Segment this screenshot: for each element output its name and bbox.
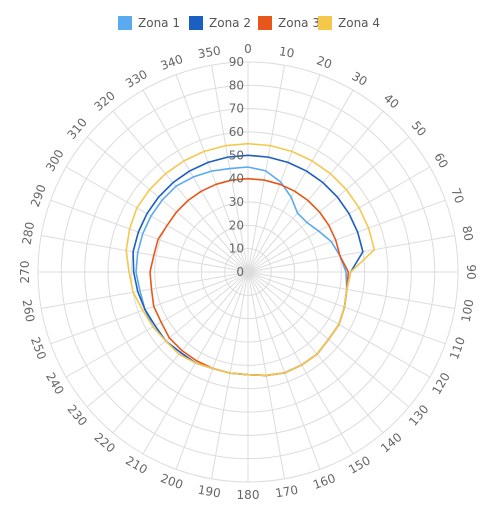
angular-gridline <box>247 199 446 273</box>
angular-gridline <box>50 271 249 345</box>
angular-tick-label: 170 <box>274 483 299 501</box>
angular-tick-label: 280 <box>20 221 38 246</box>
angular-gridline <box>41 271 249 309</box>
angular-tick-label: 30 <box>349 69 369 89</box>
angular-tick-label: 60 <box>431 150 451 170</box>
angular-tick-label: 120 <box>429 370 453 397</box>
angular-tick-label: 300 <box>43 147 67 174</box>
angular-gridline <box>247 235 455 273</box>
legend-label: Zona 2 <box>209 16 251 30</box>
angular-tick-label: 330 <box>123 67 150 91</box>
angular-tick-label: 290 <box>28 183 49 209</box>
legend-label: Zona 4 <box>338 16 380 30</box>
angular-tick-label: 240 <box>43 370 67 397</box>
angular-tick-label: 40 <box>381 91 402 112</box>
angular-tick-label: 200 <box>159 471 185 492</box>
radial-tick-label: 40 <box>229 172 244 186</box>
angular-tick-label: 250 <box>28 335 49 361</box>
angular-gridline <box>247 89 354 273</box>
legend-label: Zona 3 <box>278 16 320 30</box>
angular-tick-label: 160 <box>311 471 337 492</box>
angular-gridline <box>247 166 431 273</box>
radial-tick-label: 80 <box>229 78 244 92</box>
radial-tick-label: 30 <box>229 195 244 209</box>
angular-gridline <box>175 74 249 273</box>
angular-tick-label: 210 <box>123 453 150 477</box>
series-line <box>125 142 376 377</box>
angular-tick-label: 20 <box>315 53 334 71</box>
angular-gridline <box>142 89 249 273</box>
angular-tick-label: 180 <box>237 488 260 502</box>
angular-tick-label: 90 <box>464 264 478 279</box>
angular-gridline <box>65 166 249 273</box>
radial-tick-label: 90 <box>229 55 244 69</box>
angular-tick-label: 50 <box>409 118 430 139</box>
angular-gridline <box>86 136 249 273</box>
angular-tick-label: 100 <box>459 298 477 323</box>
angular-tick-label: 270 <box>18 261 32 284</box>
angular-gridline <box>247 271 384 434</box>
radial-tick-label: 10 <box>229 242 244 256</box>
legend-item[interactable]: Zona 1 <box>118 14 180 32</box>
angular-gridline <box>247 65 285 273</box>
radial-tick-label: 60 <box>229 125 244 139</box>
legend-swatch <box>189 16 203 30</box>
angular-tick-label: 340 <box>159 52 185 73</box>
angular-gridline <box>41 235 249 273</box>
angular-tick-label: 80 <box>459 225 475 242</box>
angular-gridline <box>247 74 321 273</box>
legend-item[interactable]: Zona 2 <box>189 14 251 32</box>
angular-gridline <box>175 271 249 470</box>
angular-gridline <box>247 271 446 345</box>
angular-grid <box>38 62 458 482</box>
angular-gridline <box>247 136 410 273</box>
legend-label: Zona 1 <box>138 16 180 30</box>
angular-gridline <box>211 271 249 479</box>
radial-tick-label: 50 <box>229 148 244 162</box>
angular-gridline <box>247 271 455 309</box>
angular-tick-label: 10 <box>278 44 295 60</box>
legend-swatch <box>258 16 272 30</box>
legend: Zona 1 Zona 2 Zona 3 Zona 4 <box>0 14 496 32</box>
angular-gridline <box>50 199 249 273</box>
radial-tick-label: 70 <box>229 102 244 116</box>
radial-tick-label: 0 <box>236 265 244 279</box>
angular-tick-label: 350 <box>197 44 222 62</box>
angular-tick-label: 70 <box>448 186 466 205</box>
legend-item[interactable]: Zona 3 <box>258 14 320 32</box>
angular-tick-label: 150 <box>346 453 373 477</box>
angular-gridline <box>86 271 249 408</box>
angular-gridline <box>247 271 354 455</box>
legend-swatch <box>318 16 332 30</box>
radial-tick-labels: 0 10 20 30 40 50 60 70 80 90 <box>229 55 244 279</box>
series-lines <box>125 142 376 377</box>
legend-item[interactable]: Zona 4 <box>318 14 380 32</box>
angular-gridline <box>247 271 321 470</box>
angular-gridline <box>247 110 384 273</box>
angular-gridline <box>65 271 249 378</box>
angular-tick-label: 190 <box>197 483 222 501</box>
angular-gridline <box>112 110 249 273</box>
legend-swatch <box>118 16 132 30</box>
angular-tick-label: 260 <box>20 298 38 323</box>
radial-tick-label: 20 <box>229 218 244 232</box>
angular-tick-label: 0 <box>244 42 252 56</box>
angular-tick-label: 110 <box>447 335 468 361</box>
